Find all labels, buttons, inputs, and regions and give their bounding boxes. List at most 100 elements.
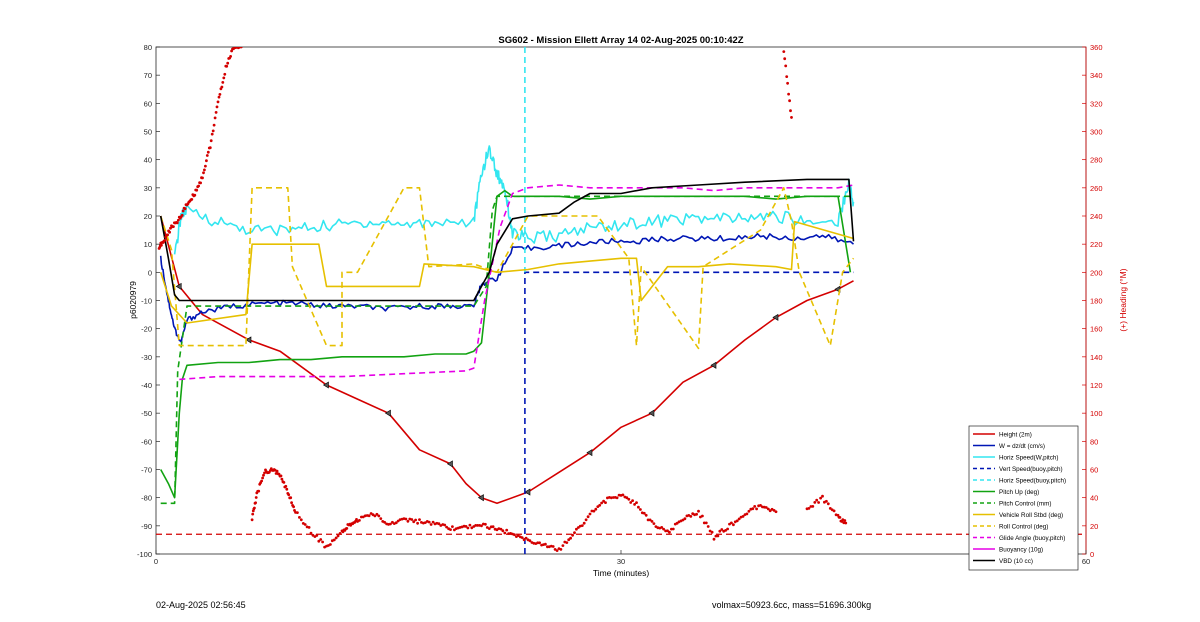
heading-point xyxy=(487,527,491,530)
heading-point xyxy=(285,487,289,491)
y-axis-label: p6020979 xyxy=(128,281,138,319)
height-marker xyxy=(446,460,453,468)
heading-point xyxy=(220,85,224,89)
footer-mass-info: volmax=50923.6cc, mass=51696.300kg xyxy=(712,600,872,610)
heading-point xyxy=(210,132,214,136)
heading-point xyxy=(443,523,447,527)
heading-point xyxy=(790,116,793,119)
y2-tick-label: 20 xyxy=(1090,522,1098,531)
heading-point xyxy=(821,494,824,498)
heading-point xyxy=(706,525,710,528)
heading-point xyxy=(575,527,578,531)
heading-point xyxy=(449,528,452,531)
heading-point xyxy=(358,519,361,522)
heading-point xyxy=(470,526,474,530)
heading-point xyxy=(205,159,208,163)
heading-point xyxy=(573,531,576,535)
heading-point xyxy=(205,154,209,157)
heading-point xyxy=(476,524,479,527)
heading-point xyxy=(621,493,625,497)
heading-point xyxy=(175,221,179,225)
heading-point xyxy=(176,218,180,222)
y-tick-label: -50 xyxy=(141,409,152,418)
y-tick-label: 50 xyxy=(144,128,152,137)
heading-point xyxy=(598,503,602,507)
heading-point xyxy=(825,499,828,503)
heading-point xyxy=(714,534,718,538)
heading-point xyxy=(817,501,820,504)
heading-point xyxy=(197,184,201,188)
heading-point xyxy=(190,198,194,201)
heading-point xyxy=(838,516,842,519)
heading-point xyxy=(522,538,526,542)
heading-point xyxy=(203,168,206,172)
heading-point xyxy=(571,533,574,537)
y-tick-label: -10 xyxy=(141,297,152,306)
heading-point xyxy=(745,512,749,516)
heading-point xyxy=(223,72,227,76)
height-marker xyxy=(648,409,655,417)
y-tick-label: -100 xyxy=(137,550,152,559)
heading-point xyxy=(491,525,495,529)
heading-point xyxy=(317,539,321,543)
y2-tick-label: 300 xyxy=(1090,128,1103,137)
heading-point xyxy=(217,95,221,99)
heading-point xyxy=(451,525,454,528)
heading-point xyxy=(284,484,288,488)
height-marker xyxy=(524,488,531,496)
heading-point xyxy=(292,505,295,509)
heading-point xyxy=(811,505,815,508)
heading-point xyxy=(832,509,836,513)
heading-point xyxy=(710,530,714,534)
heading-point xyxy=(735,519,739,523)
heading-point xyxy=(720,528,724,531)
heading-point xyxy=(499,527,503,531)
heading-point xyxy=(418,518,421,521)
heading-point xyxy=(183,207,187,211)
heading-point xyxy=(427,520,431,524)
heading-point xyxy=(394,521,398,525)
heading-point xyxy=(724,529,727,532)
height-marker xyxy=(322,381,329,389)
y-tick-label: 0 xyxy=(148,268,152,277)
heading-point xyxy=(287,493,291,497)
heading-point xyxy=(732,523,735,527)
y2-tick-label: 320 xyxy=(1090,99,1103,108)
heading-point xyxy=(236,44,239,47)
y2-tick-label: 340 xyxy=(1090,71,1103,80)
heading-point xyxy=(660,526,664,529)
heading-point xyxy=(253,506,256,510)
heading-point xyxy=(216,100,220,104)
heading-point xyxy=(377,514,381,518)
heading-point xyxy=(329,543,332,546)
y-tick-label: -40 xyxy=(141,381,152,390)
heading-point xyxy=(826,502,830,506)
heading-point xyxy=(355,518,358,521)
legend-label: Vert Speed(buoy,pitch) xyxy=(999,466,1063,473)
height-marker xyxy=(384,409,391,417)
heading-point xyxy=(298,516,301,519)
heading-point xyxy=(213,116,217,120)
heading-point xyxy=(544,542,547,546)
heading-point xyxy=(303,523,307,526)
legend-label: Vehicle Roll Stbd (deg) xyxy=(999,512,1063,519)
heading-point xyxy=(315,534,319,537)
y-tick-label: 40 xyxy=(144,156,152,165)
y-tick-label: 80 xyxy=(144,43,152,52)
heading-point xyxy=(429,523,433,526)
series-line xyxy=(159,232,855,343)
heading-point xyxy=(567,538,571,542)
heading-point xyxy=(695,512,698,516)
heading-point xyxy=(375,512,379,516)
heading-point xyxy=(199,181,203,185)
heading-point xyxy=(565,541,569,544)
y-tick-label: -30 xyxy=(141,353,152,362)
heading-point xyxy=(726,527,729,531)
heading-point xyxy=(505,528,509,532)
heading-point xyxy=(843,519,847,522)
heading-point xyxy=(815,498,819,502)
heading-point xyxy=(551,545,555,548)
heading-point xyxy=(592,509,596,513)
y2-tick-label: 240 xyxy=(1090,212,1103,221)
